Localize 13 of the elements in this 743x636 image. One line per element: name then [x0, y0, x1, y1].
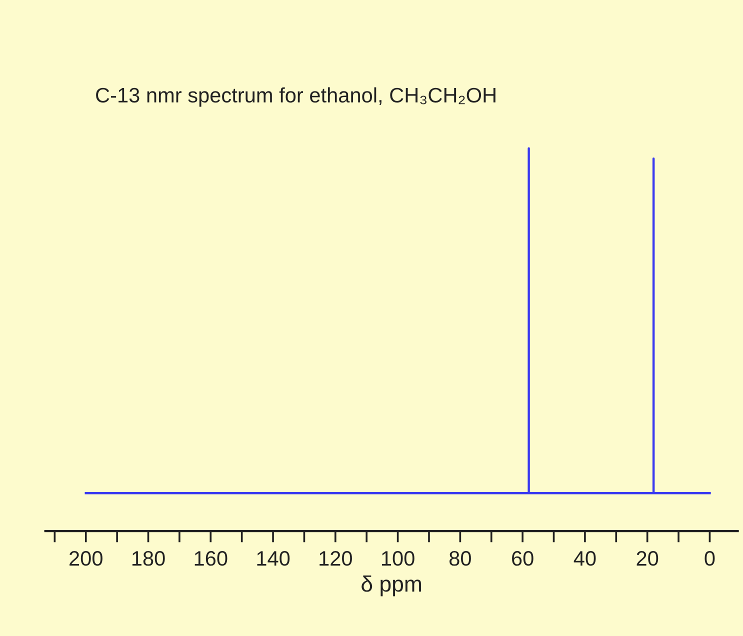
- x-tick-label: 180: [132, 551, 165, 566]
- x-tick-label: 40: [574, 551, 596, 566]
- x-axis-title: δ ppm: [362, 575, 421, 596]
- x-tick-label: 120: [320, 551, 352, 566]
- x-tick-label: 20: [636, 551, 658, 566]
- x-tick-label: 100: [382, 551, 414, 566]
- x-tick-label: 80: [450, 551, 471, 566]
- x-tick-label: 60: [512, 551, 534, 566]
- x-tick-label: 140: [257, 551, 290, 566]
- chart-title: C-13 nmr spectrum for ethanol, CH₃CH₂OH: [96, 87, 496, 107]
- x-tick-label: 200: [70, 551, 102, 566]
- x-tick-label: 160: [194, 551, 228, 566]
- x-tick-label: 0: [704, 551, 715, 566]
